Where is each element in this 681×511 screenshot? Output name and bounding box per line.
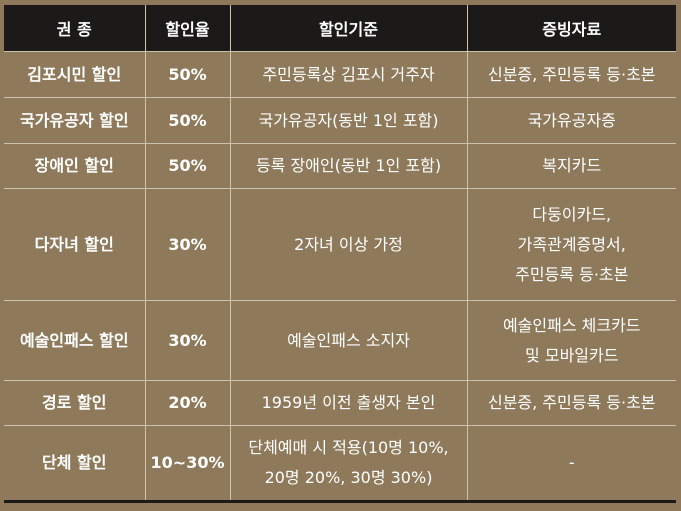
cell-line: 20명 20%, 30명 30%) <box>264 468 433 487</box>
cell-line: 예술인패스 체크카드 <box>502 315 641 335</box>
table-cell: 단체예매 시 적용(10명 10%, 20명 20%, 30명 30%) <box>229 425 467 502</box>
table-cell: 50% <box>144 97 230 144</box>
header-cell: 증빙자료 <box>466 5 676 52</box>
header-cell: 할인율 <box>144 5 230 52</box>
cell-line: 복지카드 <box>542 156 602 175</box>
table-cell: 다자녀 할인 <box>4 188 145 301</box>
table-row: 김포시민 할인 50% 주민등록상 김포시 거주자 신분증, 주민등록 등·초본 <box>4 51 676 98</box>
cell-line: 주민등록상 김포시 거주자 <box>262 64 435 84</box>
cell-line: 예술인패스 소지자 <box>287 330 410 350</box>
table-cell: 20% <box>144 380 230 426</box>
cell-line: 및 모바일카드 <box>525 345 619 365</box>
table-cell: 1959년 이전 출생자 본인 <box>229 380 467 426</box>
table-cell: 2자녀 이상 가정 <box>229 188 467 301</box>
cell-line: 단체예매 시 적용(10명 10%, <box>248 438 449 457</box>
header-cell: 권 종 <box>4 5 145 52</box>
cell-line: 신분증, 주민등록 등·초본 <box>487 393 656 412</box>
table-row: 단체 할인 10~30% 단체예매 시 적용(10명 10%, 20명 20%, 30… <box>4 425 676 502</box>
table-cell: 국가유공자 할인 <box>4 97 145 144</box>
table-row: 국가유공자 할인 50% 국가유공자(동반 1인 포함) 국가유공자증 <box>4 97 676 144</box>
table-cell: 등록 장애인(동반 1인 포함) <box>229 143 467 189</box>
table-cell: 단체 할인 <box>4 425 145 502</box>
cell-line: 국가유공자(동반 1인 포함) <box>258 110 439 130</box>
table-cell: 신분증, 주민등록 등·초본 <box>466 380 676 426</box>
cell-line: 신분증, 주민등록 등·초본 <box>487 64 656 84</box>
table-cell: 경로 할인 <box>4 380 145 426</box>
discount-table: 권 종 할인율 할인기준 증빙자료 김포시민 할인 50% 주민등록상 김포시 거주자 신분… <box>4 5 676 503</box>
table-row: 경로 할인 20% 1959년 이전 출생자 본인 신분증, 주민등록 등·초본 <box>4 380 676 426</box>
header-cell: 할인기준 <box>229 5 467 52</box>
table-cell: 30% <box>144 300 230 381</box>
table-row: 장애인 할인 50% 등록 장애인(동반 1인 포함) 복지카드 <box>4 143 676 189</box>
table-cell: 국가유공자(동반 1인 포함) <box>229 97 467 144</box>
header-row: 권 종 할인율 할인기준 증빙자료 <box>4 5 676 52</box>
table-cell: 신분증, 주민등록 등·초본 <box>466 51 676 98</box>
cell-line: 등록 장애인(동반 1인 포함) <box>255 156 442 175</box>
table-cell: 복지카드 <box>466 143 676 189</box>
table-cell: 다둥이카드, 가족관계증명서, 주민등록 등·초본 <box>466 188 676 301</box>
table-cell: 30% <box>144 188 230 301</box>
cell-line: 2자녀 이상 가정 <box>294 234 403 254</box>
cell-line: 가족관계증명서, <box>517 234 626 254</box>
cell-line: 1959년 이전 출생자 본인 <box>261 393 436 412</box>
table-cell: - <box>466 425 676 502</box>
table-cell: 10~30% <box>144 425 230 502</box>
table-cell: 장애인 할인 <box>4 143 145 189</box>
table-cell: 50% <box>144 143 230 189</box>
cell-line: 국가유공자증 <box>527 110 616 130</box>
table-cell: 주민등록상 김포시 거주자 <box>229 51 467 98</box>
table-cell: 김포시민 할인 <box>4 51 145 98</box>
table-cell: 국가유공자증 <box>466 97 676 144</box>
cell-line: 주민등록 등·초본 <box>515 264 629 284</box>
table-row: 다자녀 할인 30% 2자녀 이상 가정 다둥이카드, 가족관계증명서, 주민등록 등·초… <box>4 188 676 301</box>
cell-line: 다둥이카드, <box>532 204 612 224</box>
table-cell: 예술인패스 소지자 <box>229 300 467 381</box>
cell-line: - <box>568 453 575 472</box>
table-cell: 예술인패스 할인 <box>4 300 145 381</box>
table-body: 김포시민 할인 50% 주민등록상 김포시 거주자 신분증, 주민등록 등·초본 국가유… <box>4 51 676 502</box>
table-cell: 50% <box>144 51 230 98</box>
